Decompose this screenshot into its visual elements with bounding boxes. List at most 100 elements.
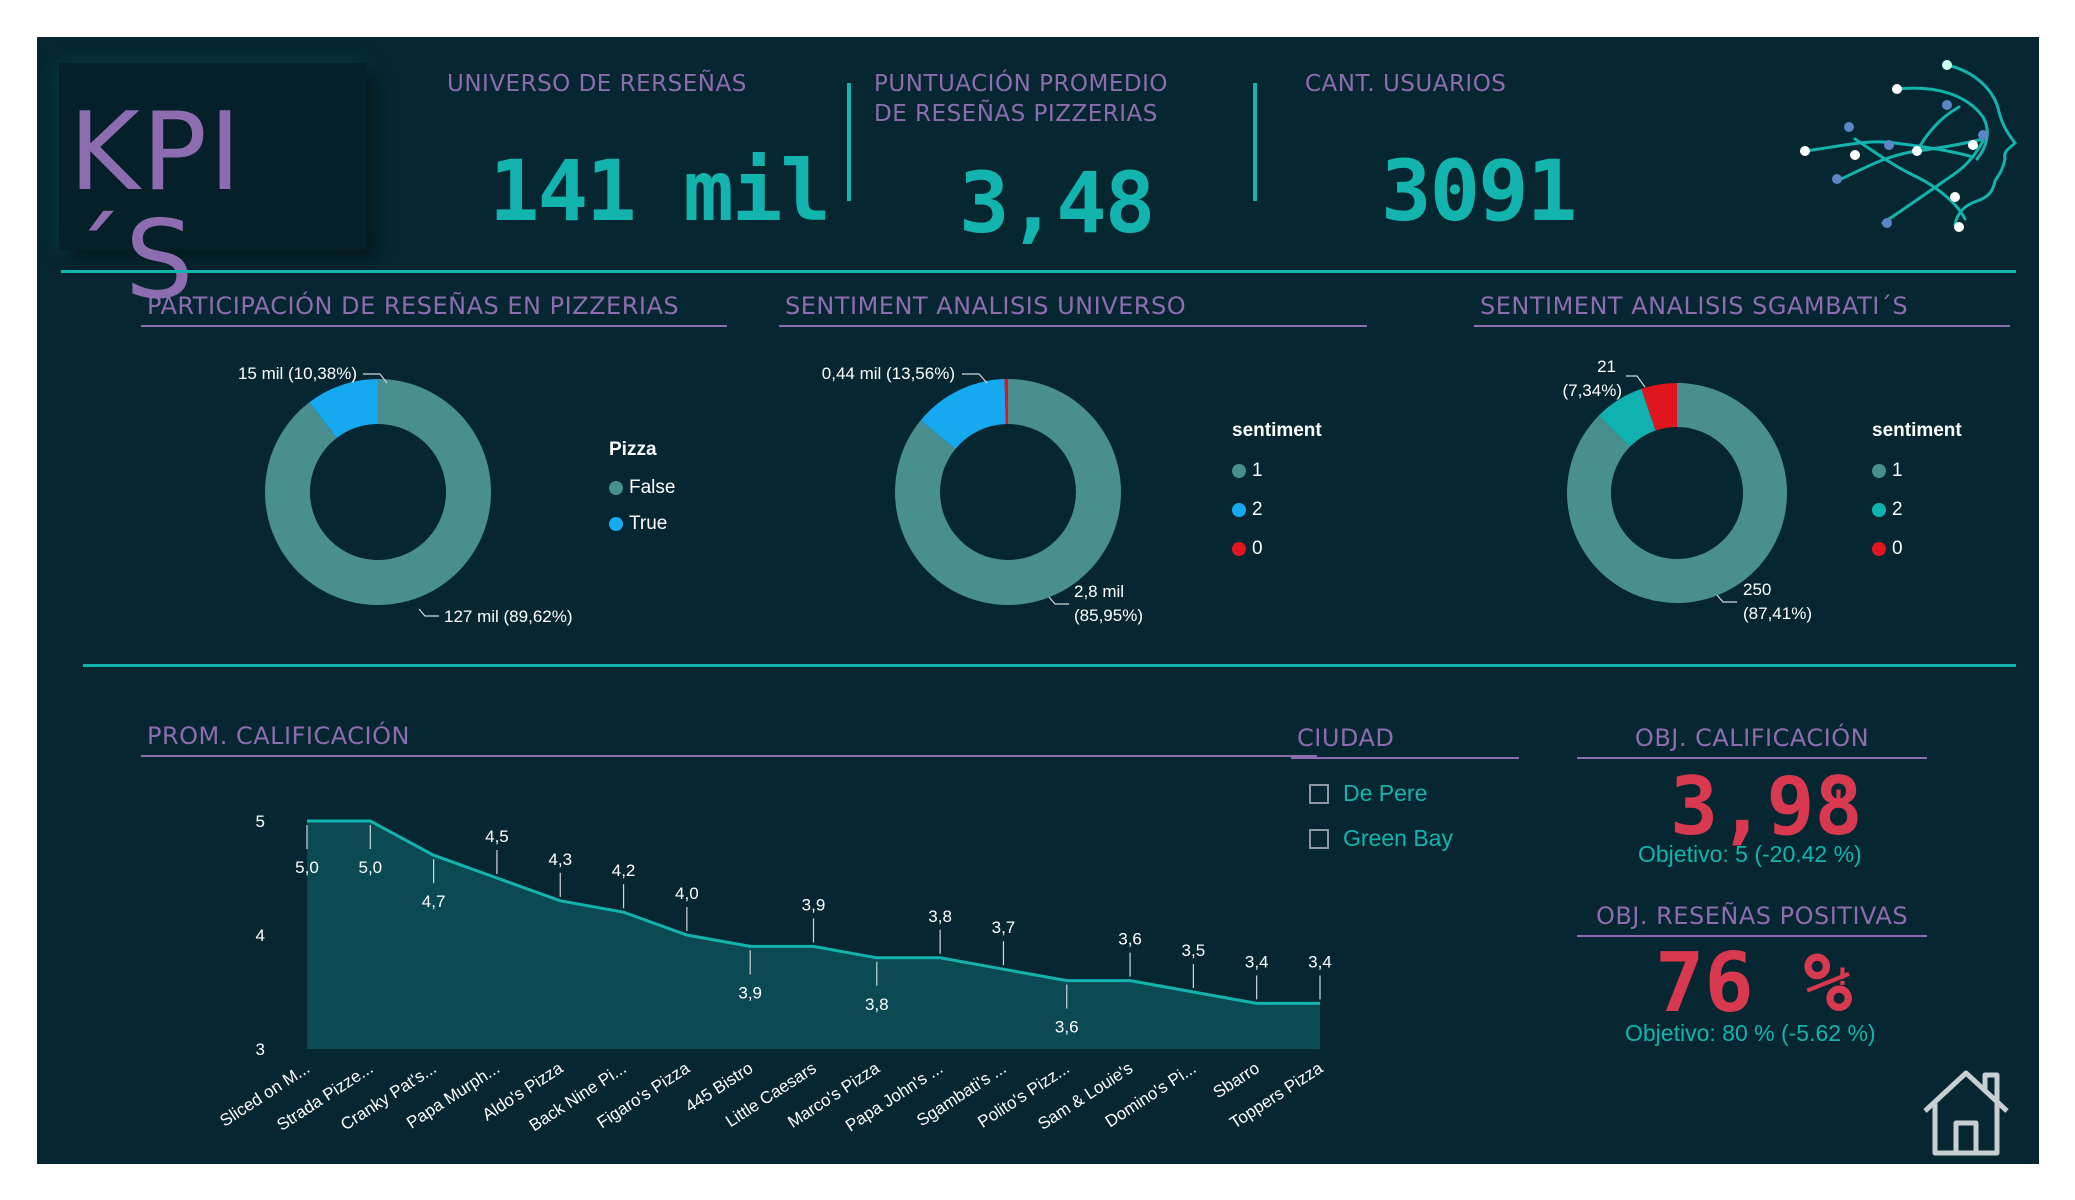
legend-item-2[interactable]: 2	[1232, 490, 1322, 529]
data-label: 4,3	[548, 850, 572, 869]
donut2-title: SENTIMENT ANALISIS UNIVERSO	[779, 291, 1367, 327]
city-option-green-bay[interactable]: Green Bay	[1309, 825, 1453, 852]
ai-head-network-icon	[1800, 60, 2017, 232]
section-divider	[61, 270, 2016, 273]
legend-label: False	[629, 477, 676, 498]
city-option-label: Green Bay	[1343, 825, 1453, 851]
legend-label: 0	[1252, 537, 1263, 559]
area-line	[307, 819, 1320, 1005]
legend-item-0[interactable]: 0	[1232, 529, 1322, 568]
donut3-legend: sentiment 1 2 0	[1872, 420, 1962, 568]
legend-item-0[interactable]: 0	[1872, 529, 1962, 568]
donut1-label-big: 127 mil (89,62%)	[444, 607, 573, 626]
donut1-title: PARTICIPACIÓN DE RESEÑAS EN PIZZERIAS	[141, 291, 727, 327]
legend-item-2[interactable]: 2	[1872, 490, 1962, 529]
donut-slice-0[interactable]	[1004, 379, 1008, 425]
section-divider	[83, 664, 2016, 667]
legend-label: 2	[1892, 498, 1903, 520]
legend-title: sentiment	[1232, 420, 1322, 441]
kpi-label-universo: UNIVERSO DE RERSEÑAS	[447, 71, 747, 97]
obj-calificacion-title: OBJ. CALIFICACIÓN	[1577, 723, 1927, 759]
legend-label: 2	[1252, 498, 1263, 520]
alert-icon: !	[1833, 785, 1844, 813]
checkbox[interactable]	[1309, 828, 1329, 849]
obj-calificacion-target: Objetivo: 5 (-20.42 %)	[1638, 841, 1862, 867]
data-label: 4,0	[675, 884, 699, 903]
donut-slice-0[interactable]	[1641, 383, 1677, 431]
obj-resenas-value: 76 %	[1655, 936, 1853, 1031]
legend-dot	[609, 481, 623, 495]
legend-title: Pizza	[609, 439, 657, 460]
obj-resenas-title: OBJ. RESEÑAS POSITIVAS	[1577, 901, 1927, 937]
checkbox[interactable]	[1309, 783, 1329, 804]
data-label: 4,5	[485, 827, 509, 846]
donut3-label-big-2: (87,41%)	[1743, 604, 1812, 623]
alert-icon: !	[1837, 963, 1848, 991]
legend-dot	[1872, 541, 1886, 556]
kpi-divider	[847, 83, 851, 201]
legend-label: 0	[1892, 537, 1903, 559]
legend-item-1[interactable]: 1	[1232, 451, 1322, 490]
page-title: KPI´S	[69, 90, 243, 323]
obj-resenas-target: Objetivo: 80 % (-5.62 %)	[1625, 1020, 1876, 1046]
area-chart-title: PROM. CALIFICACIÓN	[141, 721, 1317, 757]
donut3-title: SENTIMENT ANALISIS SGAMBATI´S	[1474, 291, 2010, 327]
obj-calificacion-value: 3,98	[1670, 760, 1863, 853]
legend-dot	[1872, 502, 1886, 517]
kpi-divider	[1253, 83, 1257, 201]
kpi-label-puntuacion-1: PUNTUACIÓN PROMEDIO	[874, 71, 1169, 97]
legend-title: sentiment	[1872, 420, 1962, 441]
data-label: 3,6	[1055, 1018, 1079, 1037]
donut-slice-False[interactable]	[265, 379, 492, 605]
legend-dot	[1872, 463, 1886, 478]
y-tick-label: 5	[256, 812, 265, 831]
donut-slice-2[interactable]	[920, 379, 1006, 449]
legend-item-false[interactable]: False	[609, 470, 675, 506]
legend-dot	[609, 517, 623, 531]
donut3-label-small-1: 21	[1597, 357, 1616, 376]
donut2-legend: sentiment 1 2 0	[1232, 420, 1322, 568]
city-filter-title: CIUDAD	[1291, 723, 1519, 759]
legend-label: True	[629, 513, 668, 534]
legend-item-1[interactable]: 1	[1872, 451, 1962, 490]
data-label: 3,8	[865, 995, 889, 1014]
donut2-label-small: 0,44 mil (13,56%)	[822, 364, 955, 383]
home-icon[interactable]	[1919, 1065, 2013, 1159]
legend-item-true[interactable]: True	[609, 506, 675, 542]
data-label: 3,4	[1308, 952, 1332, 971]
data-label: 3,6	[1118, 930, 1142, 949]
donut-slice-1[interactable]	[1567, 383, 1787, 603]
donut1-chart: 15 mil (10,38%) 127 mil (89,62%)	[238, 364, 573, 626]
kpi-title-box: KPI´S	[59, 63, 366, 315]
donut3-label-small-2: (7,34%)	[1562, 381, 1622, 400]
data-label: 4,7	[422, 892, 446, 911]
donut1-legend: Pizza False True	[609, 439, 675, 542]
data-label: 3,9	[738, 983, 762, 1002]
legend-dot	[1232, 463, 1246, 478]
legend-dot	[1232, 541, 1246, 556]
legend-dot	[1232, 502, 1246, 517]
city-option-label: De Pere	[1343, 780, 1428, 806]
data-label: 3,4	[1245, 952, 1269, 971]
kpi-value-usuarios: 3091	[1381, 142, 1577, 240]
data-label: 3,9	[802, 895, 826, 914]
data-label: 3,7	[992, 918, 1016, 937]
data-label: 5,0	[295, 858, 319, 877]
x-tick-label: Sbarro	[1210, 1058, 1263, 1102]
donut3-chart: 21 (7,34%) 250 (87,41%)	[1562, 357, 1812, 623]
data-label: 3,8	[928, 907, 952, 926]
donut3-label-big-1: 250	[1743, 580, 1771, 599]
y-tick-label: 4	[256, 926, 265, 945]
city-option-de-pere[interactable]: De Pere	[1309, 780, 1427, 807]
donut2-label-big-1: 2,8 mil	[1074, 582, 1124, 601]
kpi-value-puntuacion: 3,48	[959, 154, 1155, 252]
y-tick-label: 3	[256, 1040, 265, 1059]
donut-slice-True[interactable]	[309, 379, 378, 438]
donut2-label-big-2: (85,95%)	[1074, 606, 1143, 625]
donut-slice-2[interactable]	[1598, 388, 1656, 447]
data-label: 4,2	[612, 861, 636, 880]
dashboard-canvas: KPI´S UNIVERSO DE RERSEÑAS 141 mil PUNTU…	[37, 37, 2039, 1164]
kpi-label-usuarios: CANT. USUARIOS	[1305, 71, 1507, 97]
donut-slice-1[interactable]	[895, 379, 1121, 605]
data-label: 3,5	[1182, 941, 1206, 960]
